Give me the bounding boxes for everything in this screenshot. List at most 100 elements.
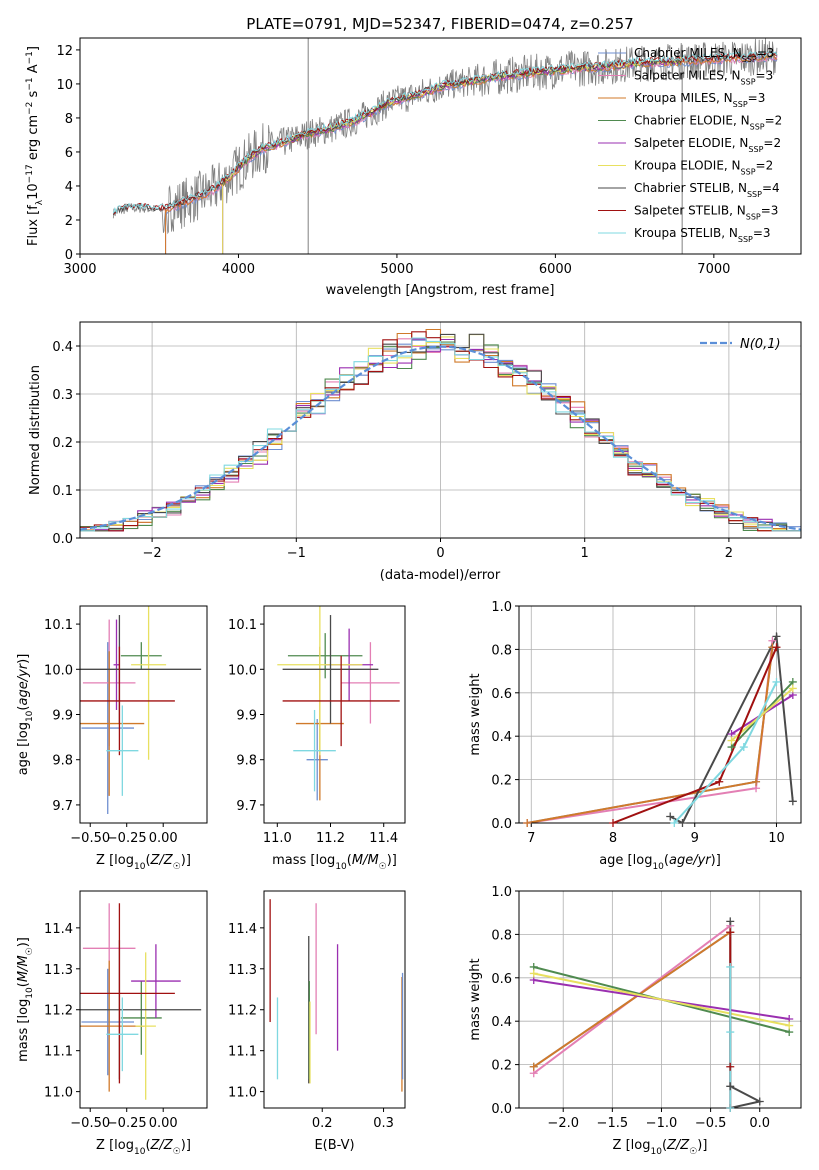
plot-area — [277, 606, 400, 801]
figure-title: PLATE=0791, MJD=52347, FIBERID=0474, z=0… — [246, 15, 633, 33]
label-part: A — [26, 64, 41, 77]
x-axis-label: Z [log10(Z/Z☉)] — [96, 853, 191, 872]
label-part: M/M — [352, 853, 379, 868]
y-axis-label: mass weight — [468, 673, 483, 755]
y-tick-label: 10.0 — [228, 663, 257, 678]
label-part: age/yr — [669, 853, 712, 868]
label-part: M/M — [16, 955, 31, 982]
label-part: −2 — [25, 102, 35, 115]
legend-tail: =3 — [756, 69, 774, 83]
legend-entry: Salpeter STELIB, NSSP=3 — [634, 204, 778, 222]
label-part: Z [log — [613, 1138, 651, 1153]
axes-frame — [79, 605, 208, 824]
legend-text: Chabrier STELIB, N — [634, 181, 747, 195]
label-part: )] — [16, 654, 31, 664]
y-tick-label: 0.2 — [491, 1059, 512, 1074]
label-part: ☉ — [379, 862, 387, 872]
y-tick-label: 11.2 — [228, 1004, 257, 1019]
y-tick-label: 12 — [56, 44, 73, 59]
weight-marker — [752, 777, 761, 786]
weight-marker — [772, 677, 781, 686]
plot-area — [80, 606, 202, 814]
x-tick-label: 3000 — [63, 262, 96, 277]
y-tick-label: 8 — [65, 112, 73, 127]
x-tick-label: 7000 — [697, 262, 730, 277]
legend-text: Salpeter ELODIE, N — [634, 136, 748, 150]
x-tick-label: 11.4 — [369, 831, 398, 846]
legend-text: Salpeter MILES, N — [634, 69, 741, 83]
label-part: 10 — [25, 710, 35, 722]
legend-tail: =3 — [761, 204, 779, 218]
weight-marker — [529, 969, 538, 978]
label-part: )] — [697, 1138, 707, 1153]
legend-text: Kroupa ELODIE, N — [634, 159, 741, 173]
legend-entry: Kroupa ELODIE, NSSP=2 — [634, 159, 773, 177]
x-axis-label: Z [log10(Z/Z☉)] — [613, 1138, 708, 1157]
label-part: Z/Z — [666, 1138, 690, 1153]
label-part: 10 — [134, 1147, 146, 1157]
x-tick-label: −0.50 — [70, 831, 110, 846]
x-tick-label: 10 — [768, 831, 785, 846]
x-tick-label: 4000 — [222, 262, 255, 277]
legend-text: Kroupa STELIB, N — [634, 226, 738, 240]
x-tick-label: 0.00 — [149, 1116, 178, 1131]
x-tick-label: 0.3 — [373, 1116, 394, 1131]
legend-entry: Salpeter MILES, NSSP=3 — [634, 69, 773, 87]
y-axis-label: age [log10(age/yr)] — [16, 654, 35, 776]
normal-curve — [80, 345, 801, 531]
legend-tail: =2 — [756, 159, 774, 173]
y-tick-label: 10.1 — [44, 618, 73, 633]
x-tick-label: 9 — [691, 831, 699, 846]
legend-tail: =3 — [753, 226, 771, 240]
x-tick-label: −0.5 — [695, 1116, 727, 1131]
plot-area — [80, 903, 202, 1100]
model-line-kroupa-stelib — [112, 51, 778, 214]
label-part: )] — [16, 937, 31, 947]
weight-marker — [726, 1062, 735, 1071]
plot-area — [533, 921, 790, 1108]
y-tick-label: 0.0 — [52, 532, 73, 547]
label-part: )] — [181, 1138, 191, 1153]
label-part: age/yr — [16, 662, 31, 705]
weight-marker — [609, 819, 617, 827]
y-tick-label: 1.0 — [491, 600, 512, 615]
y-tick-label: 11.0 — [44, 1086, 73, 1101]
weight-marker — [726, 928, 735, 937]
x-tick-label: 1 — [581, 546, 589, 561]
y-tick-label: 0.0 — [491, 817, 512, 832]
x-tick-label: 11.2 — [316, 831, 345, 846]
label-part: mass [log — [16, 999, 31, 1062]
label-part: −1 — [25, 51, 35, 64]
legend-text: Salpeter STELIB, N — [634, 204, 746, 218]
weight-marker — [726, 1028, 735, 1037]
label-part: Z/Z — [150, 1138, 174, 1153]
weight-line-kroupa-elodie — [533, 972, 790, 1027]
legend-entry: Chabrier ELODIE, NSSP=2 — [634, 114, 782, 132]
axes-Z-age: −0.50−0.25 0.009.79.89.910.010.1Z [log10(… — [16, 605, 208, 872]
label-part: λ — [35, 199, 45, 205]
label-part: 10 — [652, 862, 664, 872]
axes-ebv-mass: 0.2 0.3 11.0 11.1 11.2 11.3 11.4 E(B-V) — [228, 890, 406, 1153]
y-tick-label: 0.3 — [52, 388, 73, 403]
x-tick-label: −0.25 — [107, 831, 147, 846]
x-tick-label: −1.5 — [597, 1116, 629, 1131]
label-part: ☉ — [173, 1147, 181, 1157]
axes-frame — [518, 890, 802, 1109]
label-part: erg cm — [26, 115, 41, 164]
y-tick-label: 10 — [56, 78, 73, 93]
x-tick-label: 0 — [436, 546, 444, 561]
x-axis-label: E(B-V) — [314, 1138, 354, 1153]
label-part: ☉ — [25, 947, 35, 955]
y-axis-label: mass weight — [468, 958, 483, 1040]
label-part: ( — [16, 982, 31, 987]
legend-entry: Kroupa STELIB, NSSP=3 — [634, 226, 771, 244]
weight-marker — [772, 643, 781, 652]
x-tick-label: 0.0 — [749, 1116, 770, 1131]
legend-sub: SSP — [741, 77, 756, 86]
legend-tail: =2 — [765, 114, 783, 128]
y-tick-label: 0.4 — [491, 730, 512, 745]
model-line-salpeter-stelib — [113, 51, 778, 215]
x-tick-label: 6000 — [539, 262, 572, 277]
plot-area — [527, 632, 794, 823]
